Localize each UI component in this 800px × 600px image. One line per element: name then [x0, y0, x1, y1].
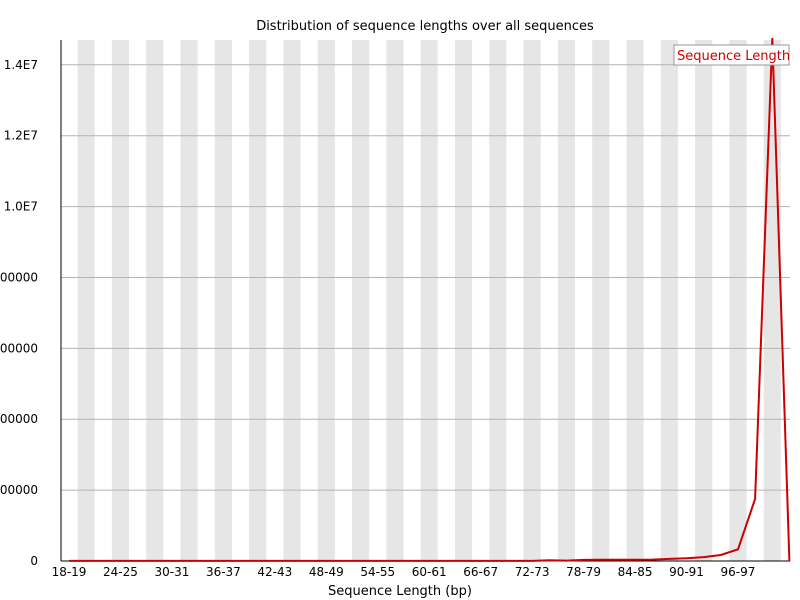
category-stripe: [695, 40, 713, 561]
category-stripe: [729, 40, 747, 561]
category-stripe: [420, 40, 438, 561]
x-tick-label: 24-25: [103, 565, 138, 579]
data-points: [68, 38, 790, 562]
x-tick-label: 48-49: [309, 565, 344, 579]
y-tick-label: 1.2E7: [4, 129, 38, 143]
legend-label: Sequence Length: [677, 49, 790, 64]
y-tick-labels: 0 2000000 4000000 6000000 8000000 1.0E7 1.2E7 1…: [0, 58, 38, 568]
y-tick-label: 1.0E7: [4, 200, 38, 214]
x-tick-label: 66-67: [463, 565, 498, 579]
x-tick-label: 18-19: [52, 565, 87, 579]
legend-box: [673, 44, 790, 66]
x-tick-label: 90-91: [669, 565, 704, 579]
x-tick-label: 42-43: [257, 565, 292, 579]
category-stripe: [454, 40, 473, 561]
gridlines-layer: [61, 64, 790, 491]
x-tick-label: 36-37: [206, 565, 241, 579]
category-stripe: [592, 40, 610, 561]
x-axis-title: Sequence Length (bp): [328, 584, 472, 599]
x-tick-label: 30-31: [154, 565, 189, 579]
x-tick-label: 60-61: [412, 565, 447, 579]
chart-title: Distribution of sequence lengths over al…: [256, 19, 594, 34]
x-tick-label: 78-79: [566, 565, 601, 579]
x-tick-label: 54-55: [360, 565, 395, 579]
category-stripe: [557, 40, 576, 561]
category-stripe: [111, 40, 130, 561]
category-stripe: [352, 40, 370, 561]
category-stripe: [146, 40, 164, 561]
category-stripe: [77, 40, 95, 561]
y-tick-label: 8000000: [0, 270, 38, 284]
x-tick-labels: 18-19 24-25 30-31 36-37 42-43 48-49 54-55 60-61…: [52, 565, 756, 579]
y-tick-label: 6000000: [0, 341, 38, 355]
y-tick-label: 4000000: [0, 412, 38, 426]
category-stripe: [386, 40, 404, 561]
stripes-layer: [77, 40, 781, 561]
y-tick-label: 0: [30, 554, 38, 568]
category-stripe: [249, 40, 267, 561]
x-tick-label: 72-73: [515, 565, 550, 579]
category-stripe: [660, 40, 678, 561]
y-tick-label: 1.4E7: [4, 58, 38, 72]
legend: Sequence Length: [673, 44, 790, 66]
category-stripe: [214, 40, 232, 561]
category-stripe: [180, 40, 198, 561]
x-tick-label: 96-97: [721, 565, 756, 579]
category-stripe: [763, 40, 781, 561]
y-tick-label: 2000000: [0, 483, 38, 497]
category-stripe: [489, 40, 507, 561]
category-stripe: [317, 40, 335, 561]
category-stripe: [283, 40, 301, 561]
x-tick-label: 84-85: [618, 565, 653, 579]
category-stripe: [523, 40, 541, 561]
category-stripe: [626, 40, 644, 561]
